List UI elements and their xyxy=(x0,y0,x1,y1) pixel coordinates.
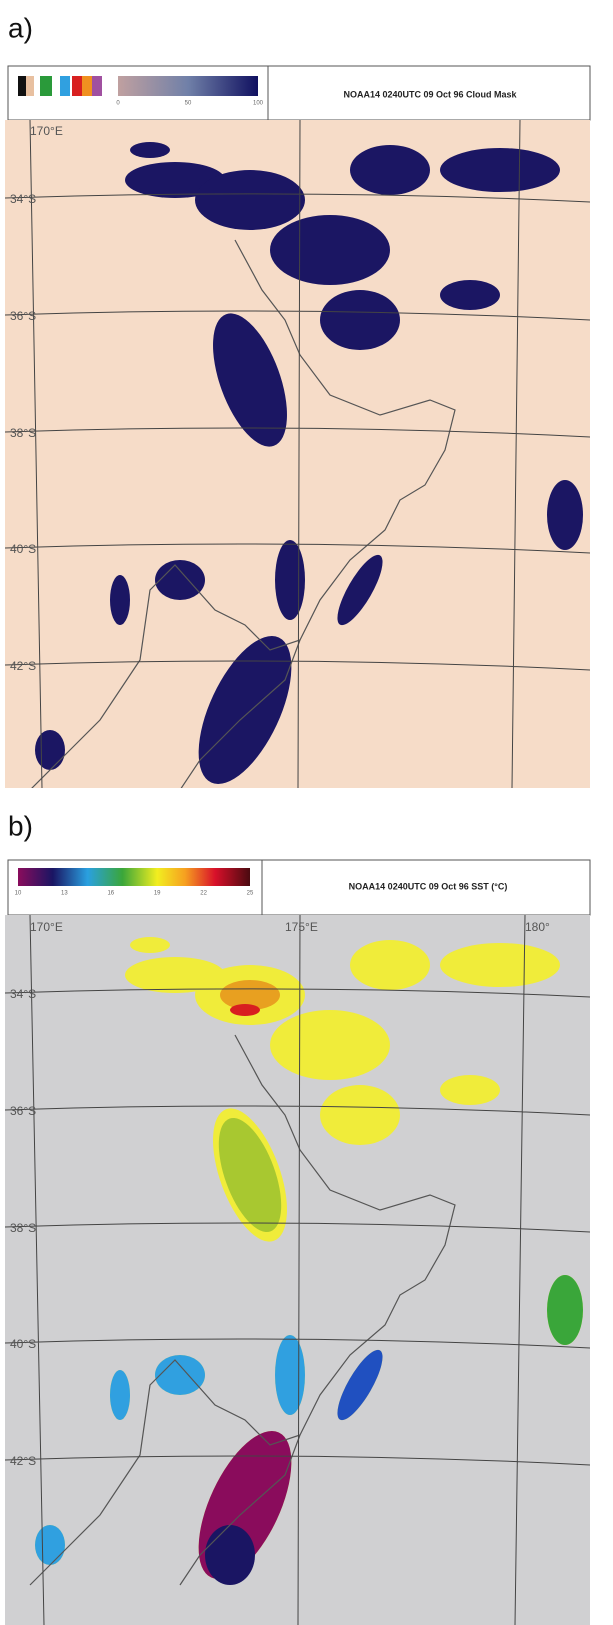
graticule-label: 38°S xyxy=(10,1221,36,1235)
panel-label: b) xyxy=(8,810,33,841)
colorbar xyxy=(18,868,250,886)
graticule-label: 42°S xyxy=(10,1454,36,1468)
graticule-label: 36°S xyxy=(10,1104,36,1118)
panel-title: NOAA14 0240UTC 09 Oct 96 SST (°C) xyxy=(349,881,508,891)
legend-swatch xyxy=(26,76,34,96)
legend-swatch xyxy=(72,76,82,96)
graticule-label: 170°E xyxy=(30,124,63,138)
legend-swatch xyxy=(40,76,52,96)
page: a) 050100 NOAA14 0240UTC 09 Oct 96 Cloud… xyxy=(0,0,613,1625)
legend-swatch xyxy=(82,76,92,96)
legend-swatch xyxy=(92,76,102,96)
colorbar-tick-label: 100 xyxy=(253,101,264,107)
figure: a) 050100 NOAA14 0240UTC 09 Oct 96 Cloud… xyxy=(0,0,613,1625)
colorbar-tick-label: 19 xyxy=(154,891,161,897)
legend-swatch xyxy=(18,76,26,96)
panel-label: a) xyxy=(8,12,33,43)
colorbar-tick-label: 25 xyxy=(247,891,254,897)
colorbar-tick-label: 22 xyxy=(200,891,207,897)
colorbar-tick-label: 13 xyxy=(61,891,68,897)
map xyxy=(5,120,590,797)
graticule-label: 170°E xyxy=(30,920,63,934)
graticule-label: 40°S xyxy=(10,1337,36,1351)
graticule-label: 38°S xyxy=(10,426,36,440)
legend-swatch xyxy=(60,76,70,96)
graticule-label: 34°S xyxy=(10,987,36,1001)
colorbar-tick-label: 50 xyxy=(185,101,192,107)
graticule-label: 42°S xyxy=(10,659,36,673)
graticule-label: 36°S xyxy=(10,309,36,323)
graticule-label: 180° xyxy=(525,920,550,934)
graticule-label: 175°E xyxy=(285,920,318,934)
panel-title: NOAA14 0240UTC 09 Oct 96 Cloud Mask xyxy=(343,89,517,99)
colorbar-tick-label: 16 xyxy=(107,891,114,897)
colorbar xyxy=(118,76,258,96)
graticule-label: 34°S xyxy=(10,192,36,206)
colorbar-tick-label: 10 xyxy=(15,891,22,897)
graticule-label: 40°S xyxy=(10,542,36,556)
map xyxy=(5,915,590,1625)
